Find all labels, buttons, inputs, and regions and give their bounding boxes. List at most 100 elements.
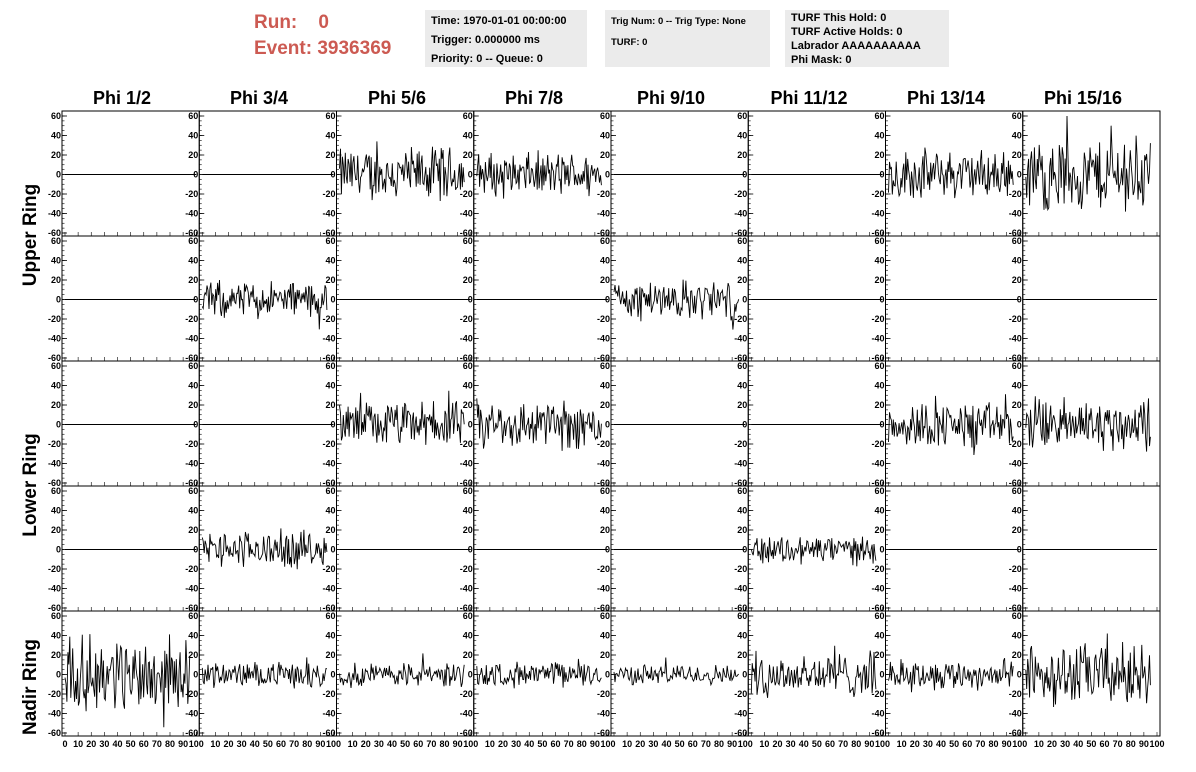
x-tick-label: 30 (1060, 739, 1070, 749)
y-tick-label: -20 (1009, 189, 1022, 199)
y-tick-label: -20 (48, 689, 61, 699)
y-tick-label: -60 (460, 478, 473, 488)
y-tick-label: 40 (463, 131, 473, 141)
y-tick-label: -60 (322, 478, 335, 488)
trigger-text: Trigger: 0.000000 ms (431, 34, 540, 46)
y-tick-label: 0 (605, 295, 610, 305)
waveform-trace (613, 657, 740, 687)
x-tick-label: 10 (622, 739, 632, 749)
x-tick-label: 20 (498, 739, 508, 749)
x-tick-label: 100 (1149, 739, 1164, 749)
waveform-trace (201, 279, 328, 330)
y-tick-label: -20 (597, 439, 610, 449)
y-tick-label: 0 (56, 295, 61, 305)
y-tick-label: -60 (48, 228, 61, 238)
y-tick-label: -60 (597, 353, 610, 363)
x-tick-label: 20 (86, 739, 96, 749)
y-tick-label: -40 (1009, 584, 1022, 594)
y-tick-label: -60 (1009, 728, 1022, 738)
y-tick-label: -20 (871, 689, 884, 699)
y-tick-label: -40 (597, 584, 610, 594)
x-tick-label: 0 (62, 739, 67, 749)
x-tick-label: 20 (223, 739, 233, 749)
y-tick-label: -40 (460, 459, 473, 469)
waveform-trace (201, 528, 328, 570)
y-tick-label: -20 (734, 314, 747, 324)
y-tick-label: 60 (737, 236, 747, 246)
y-tick-label: 20 (1012, 650, 1022, 660)
plot-frame (61, 360, 200, 487)
plot-frame (198, 360, 337, 487)
y-tick-label: 60 (737, 486, 747, 496)
y-tick-label: -60 (185, 228, 198, 238)
x-tick-label: 20 (910, 739, 920, 749)
plot-frame (336, 235, 475, 362)
y-tick-label: -60 (1009, 228, 1022, 238)
y-tick-label: 60 (463, 486, 473, 496)
y-tick-label: 40 (463, 256, 473, 266)
plot-frame (473, 235, 612, 362)
y-tick-label: 20 (325, 275, 335, 285)
y-tick-label: 60 (874, 361, 884, 371)
phi-header-2: Phi 3/4 (229, 88, 289, 108)
y-tick-label: -60 (1009, 478, 1022, 488)
x-tick-label: 60 (276, 739, 286, 749)
run-label: Run: (254, 12, 298, 33)
x-tick-label: 10 (1034, 739, 1044, 749)
plot-frame (336, 485, 475, 612)
y-tick-label: 0 (605, 670, 610, 680)
y-tick-label: 60 (51, 361, 61, 371)
y-tick-label: -20 (597, 314, 610, 324)
x-tick-label: 100 (463, 739, 478, 749)
y-tick-label: -20 (48, 439, 61, 449)
y-tick-label: -60 (48, 603, 61, 613)
y-tick-label: -40 (460, 334, 473, 344)
x-tick-label: 10 (348, 739, 358, 749)
y-tick-label: -60 (734, 728, 747, 738)
y-tick-label: -20 (871, 439, 884, 449)
y-tick-label: 60 (325, 111, 335, 121)
y-tick-label: -20 (871, 564, 884, 574)
x-tick-label: 40 (661, 739, 671, 749)
y-tick-label: -20 (48, 314, 61, 324)
y-tick-label: -20 (460, 689, 473, 699)
plot-frame (473, 485, 612, 612)
y-tick-label: -60 (48, 728, 61, 738)
y-tick-label: -40 (185, 334, 198, 344)
y-tick-label: 0 (193, 670, 198, 680)
y-tick-label: -20 (185, 564, 198, 574)
y-tick-label: 20 (737, 150, 747, 160)
y-tick-label: 20 (874, 400, 884, 410)
y-tick-label: 0 (742, 420, 747, 430)
y-tick-label: 60 (600, 361, 610, 371)
x-tick-label: 60 (825, 739, 835, 749)
y-tick-label: 60 (874, 236, 884, 246)
y-tick-label: -60 (322, 728, 335, 738)
y-tick-label: 0 (1017, 670, 1022, 680)
y-tick-label: -60 (1009, 603, 1022, 613)
y-tick-label: -60 (185, 478, 198, 488)
y-tick-label: 60 (600, 611, 610, 621)
y-tick-label: -60 (48, 353, 61, 363)
y-tick-label: -40 (734, 209, 747, 219)
phi-header-5: Phi 9/10 (636, 88, 706, 108)
x-tick-label: 30 (648, 739, 658, 749)
y-tick-label: -40 (322, 709, 335, 719)
turf-info-box: TURF This Hold: 0 TURF Active Holds: 0 L… (785, 10, 949, 67)
x-tick-label: 10 (897, 739, 907, 749)
x-tick-label: 80 (1126, 739, 1136, 749)
y-tick-label: 60 (188, 236, 198, 246)
y-tick-label: 20 (51, 150, 61, 160)
y-tick-label: -60 (597, 228, 610, 238)
y-tick-label: -20 (185, 439, 198, 449)
x-tick-label: 60 (413, 739, 423, 749)
y-tick-label: 60 (325, 236, 335, 246)
x-tick-label: 40 (1073, 739, 1083, 749)
turf-active-text: TURF Active Holds: 0 (791, 26, 903, 38)
plot-frame (473, 610, 612, 737)
y-tick-label: -60 (322, 228, 335, 238)
turf-hold-text: TURF This Hold: 0 (791, 12, 887, 24)
y-tick-label: 60 (1012, 111, 1022, 121)
x-tick-label: 90 (1002, 739, 1012, 749)
x-tick-label: 10 (759, 739, 769, 749)
